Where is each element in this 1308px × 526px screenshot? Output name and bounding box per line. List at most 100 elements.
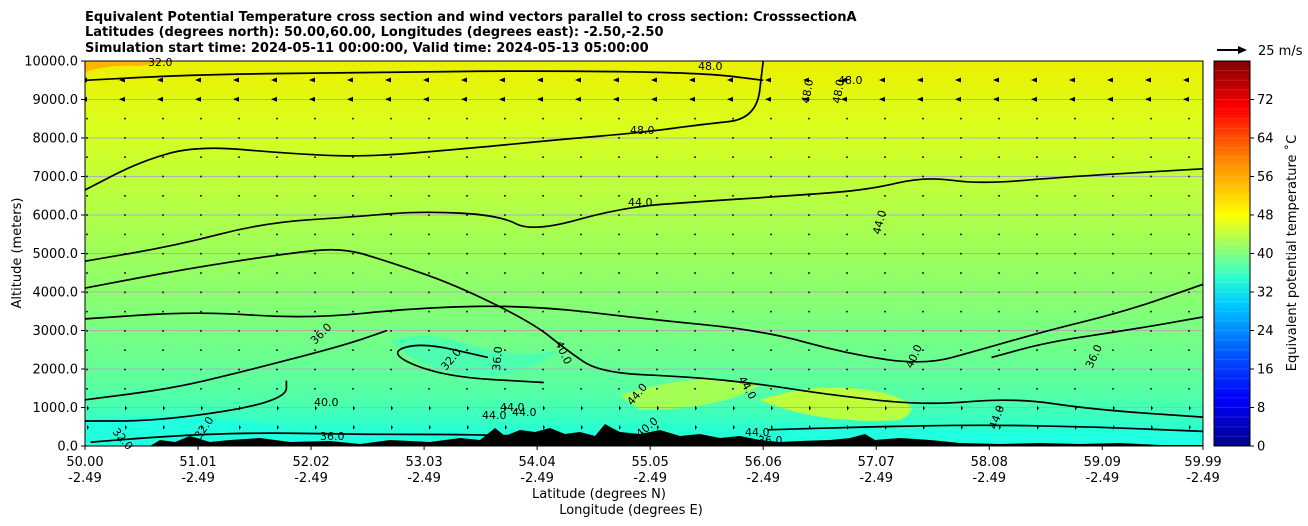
wind-vector [276, 330, 278, 332]
wind-vector [922, 291, 924, 294]
wind-vector [732, 252, 734, 255]
y-tick-label: 0.0 [57, 440, 78, 455]
wind-vector [960, 252, 962, 255]
wind-vector [504, 349, 506, 351]
wind-vector [618, 291, 620, 294]
wind-vector [846, 291, 848, 294]
wind-vector [1112, 214, 1114, 216]
wind-vector [808, 137, 810, 139]
wind-vector [352, 291, 354, 294]
wind-vector [200, 272, 202, 274]
wind-vector [277, 424, 279, 430]
wind-vector [581, 405, 583, 411]
warm-patch-mid [620, 379, 760, 410]
colorbar-tick-label: 0 [1257, 440, 1265, 455]
wind-vector [124, 272, 126, 274]
wind-vector [765, 77, 771, 83]
wind-vector [504, 175, 506, 178]
y-tick-label: 8000.0 [33, 132, 79, 147]
colorbar-tick-label: 32 [1257, 286, 1274, 301]
wind-vector [694, 310, 696, 313]
wind-vector [347, 96, 353, 102]
wind-vector [580, 214, 582, 216]
wind-vector [119, 96, 125, 102]
wind-vector [1112, 310, 1114, 313]
wind-vector [1036, 368, 1038, 371]
wind-vector [1151, 405, 1153, 411]
wind-vector [391, 424, 393, 430]
wind-vector [618, 310, 620, 313]
wind-vector [543, 405, 545, 411]
wind-vector [542, 195, 544, 197]
wind-vector [1074, 310, 1076, 313]
contour-label: 44.0 [512, 406, 537, 419]
x-tick-label-lat: 59.09 [1084, 455, 1121, 470]
wind-vector [542, 368, 544, 371]
wind-vector [960, 175, 962, 178]
wind-vector [922, 252, 924, 255]
wind-vector [200, 175, 202, 178]
wind-vector [542, 349, 544, 351]
wind-vector [770, 330, 772, 332]
wind-vector [428, 272, 430, 274]
wind-vector [770, 291, 772, 294]
wind-vector [200, 195, 202, 197]
wind-vector [86, 252, 88, 255]
x-tick-label-lat: 57.07 [858, 455, 895, 470]
wind-vector [732, 388, 734, 390]
wind-vector [619, 405, 621, 411]
wind-vector [770, 349, 772, 351]
x-tick-label-lon: -2.49 [181, 471, 215, 486]
wind-vector [162, 310, 164, 313]
wind-vector [808, 349, 810, 351]
wind-vector [960, 214, 962, 216]
wind-vector [124, 156, 126, 158]
wind-vector [808, 310, 810, 313]
wind-vector [238, 291, 240, 294]
wind-vector [276, 175, 278, 178]
wind-vector [917, 77, 923, 83]
wind-vector [960, 330, 962, 332]
wind-vector [960, 388, 962, 390]
wind-vector [694, 388, 696, 390]
wind-vector [960, 156, 962, 158]
y-axis: 0.0 1000.0 2000.0 3000.0 4000.0 5000.0 6000.0 7… [24, 55, 85, 455]
wind-vector [656, 272, 658, 274]
wind-vector [200, 137, 202, 139]
wind-vector [694, 214, 696, 216]
wind-vector [808, 291, 810, 294]
wind-vector [1112, 117, 1114, 120]
wind-vector [998, 252, 1000, 255]
wind-vector [884, 310, 886, 313]
wind-vector [314, 368, 316, 371]
wind-vector [276, 272, 278, 274]
wind-vector [423, 96, 429, 102]
wind-vector [1188, 368, 1190, 371]
wind-vector [961, 405, 963, 411]
wind-vector [124, 137, 126, 139]
x-tick-label-lat: 58.08 [971, 455, 1008, 470]
wind-vector [618, 156, 620, 158]
wind-vector [770, 233, 772, 236]
wind-vector [125, 405, 127, 411]
wind-vector [347, 77, 353, 83]
wind-vector [694, 175, 696, 178]
wind-vector [1188, 214, 1190, 216]
wind-vector [428, 117, 430, 120]
wind-vector [504, 252, 506, 255]
y-tick-label: 4000.0 [33, 286, 79, 301]
x-axis: 50.00-2.4951.01-2.4952.02-2.4953.03-2.49… [66, 446, 1222, 486]
wind-vector [884, 368, 886, 371]
wind-vector [200, 156, 202, 158]
wind-vector [1188, 252, 1190, 255]
y-tick-label: 3000.0 [33, 324, 79, 339]
wind-vector [276, 137, 278, 139]
wind-vector [276, 233, 278, 236]
wind-vector [352, 137, 354, 139]
wind-vector [542, 137, 544, 139]
terrain [150, 424, 1203, 446]
wind-vector [466, 175, 468, 178]
x-tick-label-lat: 54.04 [519, 455, 556, 470]
colorbar-tick-label: 56 [1257, 170, 1274, 185]
wind-vector [466, 291, 468, 294]
